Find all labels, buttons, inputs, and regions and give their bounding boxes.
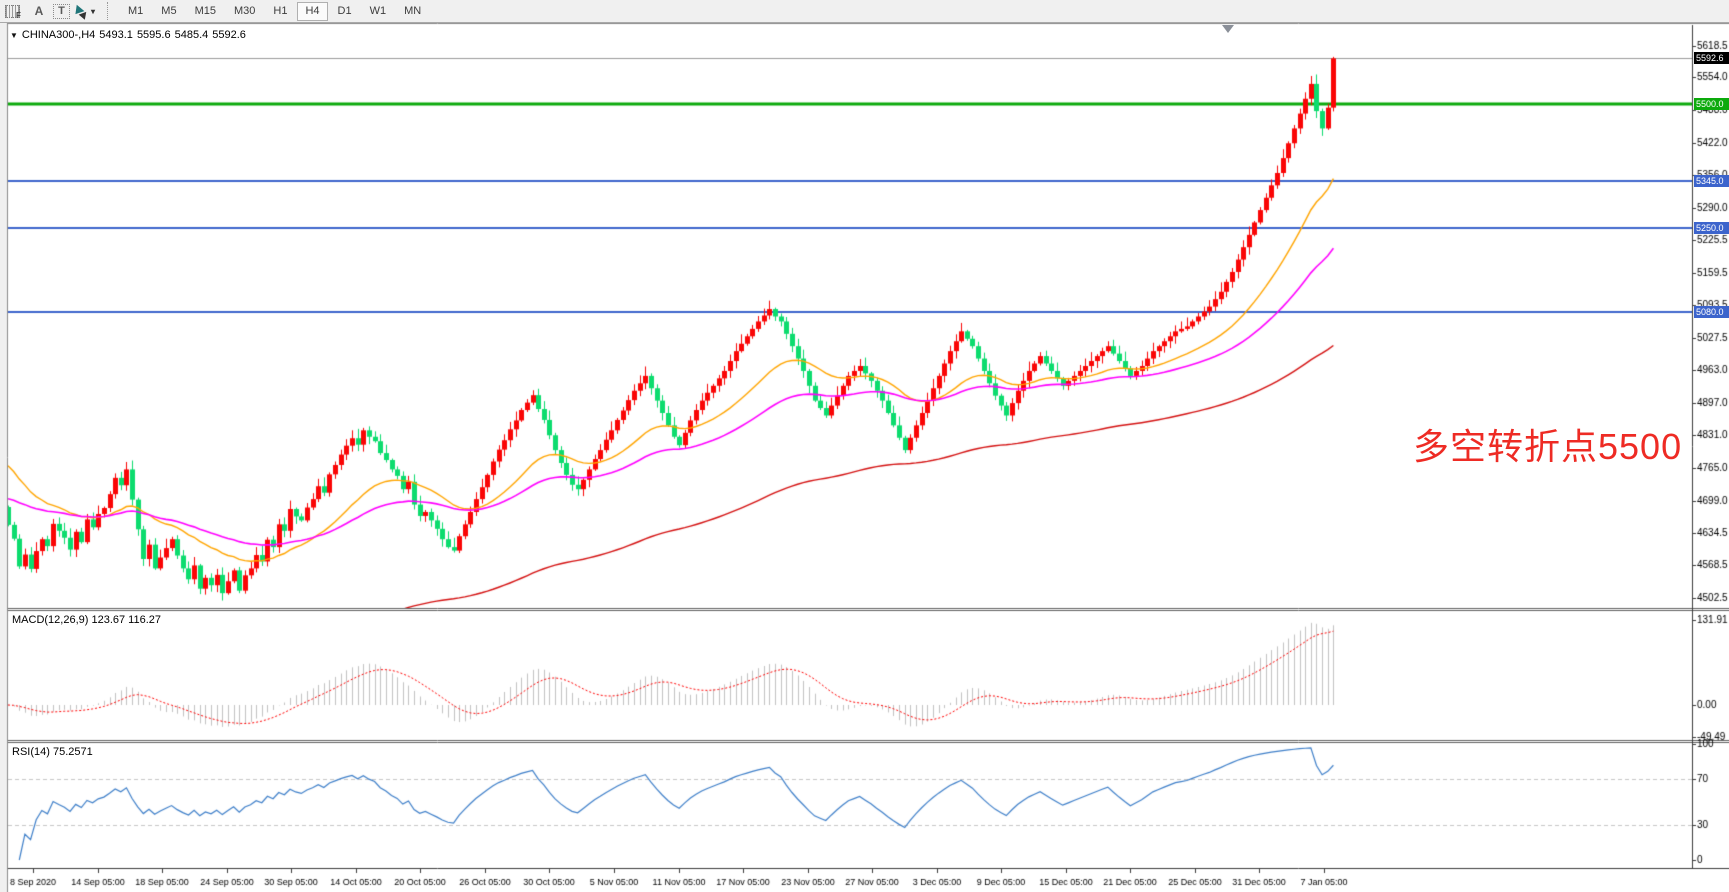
timeframe-button-H4[interactable]: H4 <box>297 1 328 21</box>
grid-properties-icon[interactable]: F <box>1 2 25 20</box>
chevron-down-icon: ▾ <box>90 6 95 16</box>
level-price-tag: 5345.0 <box>1694 174 1729 187</box>
grid-icon <box>5 4 21 18</box>
autoscroll-marker-icon[interactable] <box>1222 25 1234 33</box>
low-value: 5485.4 <box>174 29 209 41</box>
chart-header: ▼ CHINA300-,H4 5493.1 5595.6 5485.4 5592.6 <box>10 29 250 41</box>
toolbar-separator <box>107 2 113 20</box>
timeframe-button-M15[interactable]: M15 <box>187 2 224 21</box>
close-value: 5592.6 <box>212 29 246 41</box>
timeframe-button-D1[interactable]: D1 <box>330 2 360 21</box>
macd-indicator-label: MACD(12,26,9) 123.67 116.27 <box>12 614 161 626</box>
label-tool-icon[interactable]: A <box>34 4 44 18</box>
rsi-indicator-label: RSI(14) 75.2571 <box>12 746 93 758</box>
level-price-tag: 5080.0 <box>1694 306 1729 319</box>
text-tool-icon[interactable]: T <box>53 3 70 19</box>
timeframe-button-MN[interactable]: MN <box>396 2 429 21</box>
collapse-triangle-icon[interactable]: ▼ <box>10 31 18 40</box>
level-price-tag: 5500.0 <box>1694 98 1729 111</box>
timeframe-button-W1[interactable]: W1 <box>362 2 395 21</box>
shapes-tool-icon[interactable]: ▾ <box>71 2 96 20</box>
high-value: 5595.6 <box>136 29 171 41</box>
symbol-timeframe-label: CHINA300-,H4 <box>21 29 96 41</box>
open-value: 5493.1 <box>99 29 133 41</box>
timeframe-button-H1[interactable]: H1 <box>265 2 295 21</box>
chart-text-annotation[interactable]: 多空转折点5500 <box>1413 426 1683 467</box>
grid-icon-letter: F <box>16 10 21 20</box>
level-price-tag: 5250.0 <box>1694 221 1729 234</box>
timeframe-toolbar: M1 M5 M15 M30 H1 H4 D1 W1 MN <box>119 0 430 23</box>
timeframe-button-M5[interactable]: M5 <box>153 2 184 21</box>
top-toolbar: F A T ▾ M1 M5 M15 M30 H1 H4 D1 W1 MN <box>0 0 1729 23</box>
price-chart-canvas[interactable] <box>0 23 1729 892</box>
timeframe-button-M1[interactable]: M1 <box>120 2 151 21</box>
current-price-tag: 5592.6 <box>1694 52 1729 65</box>
timeframe-button-M30[interactable]: M30 <box>226 2 263 21</box>
